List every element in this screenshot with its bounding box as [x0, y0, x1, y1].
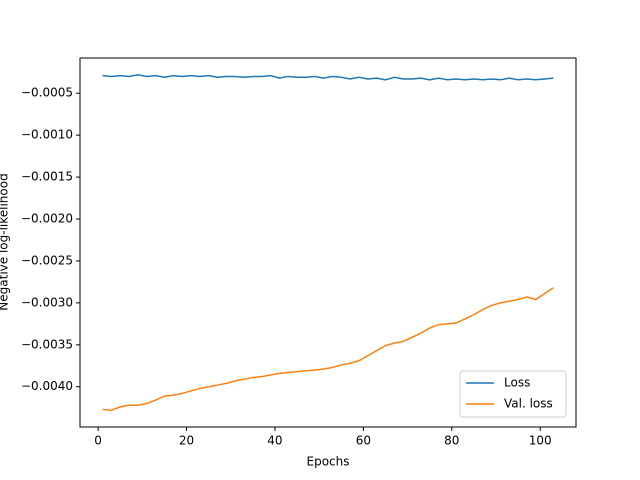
x-tick-label: 100: [529, 434, 552, 448]
legend-label: Val. loss: [504, 397, 553, 411]
y-tick-label: −0.0040: [21, 379, 73, 393]
x-tick-label: 60: [356, 434, 371, 448]
x-tick-label: 0: [94, 434, 102, 448]
plot-frame: [79, 57, 577, 428]
x-tick-label: 40: [267, 434, 282, 448]
line-series: [102, 287, 554, 411]
y-tick-label: −0.0030: [21, 295, 73, 309]
y-tick-label: −0.0020: [21, 212, 73, 226]
x-tick-label: 80: [444, 434, 459, 448]
y-axis-label: Negative log-likelihood: [0, 173, 11, 310]
x-axis-label: Epochs: [307, 455, 350, 469]
line-series: [102, 74, 554, 81]
legend-label: Loss: [504, 376, 530, 390]
y-tick-label: −0.0010: [21, 128, 73, 142]
y-tick-label: −0.0015: [21, 170, 73, 184]
x-tick-label: 20: [179, 434, 194, 448]
y-tick-label: −0.0025: [21, 253, 73, 267]
y-tick-label: −0.0005: [21, 86, 73, 100]
y-tick-label: −0.0035: [21, 337, 73, 351]
